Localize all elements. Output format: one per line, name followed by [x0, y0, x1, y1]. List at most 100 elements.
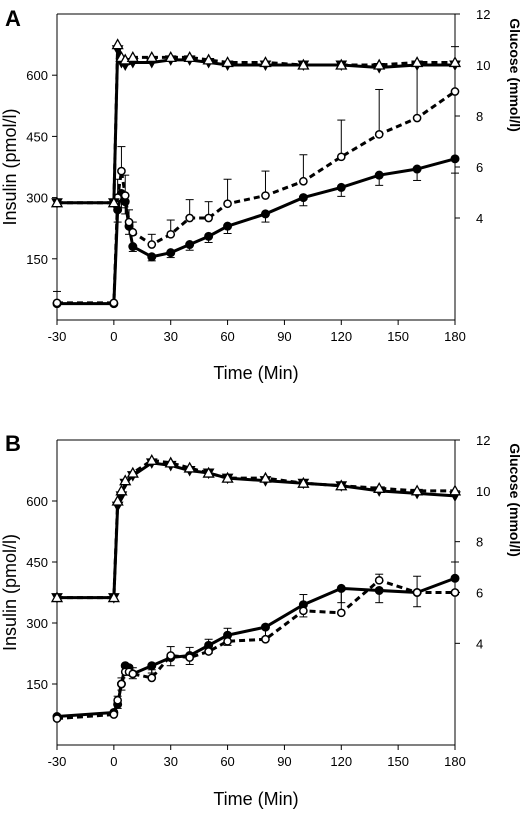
y-axis-label-left: Insulin (pmol/l) — [0, 534, 20, 651]
data-point-open-circle — [412, 113, 422, 123]
y-tick-label-left: 300 — [26, 191, 48, 206]
panel-b: B -30 0 30 60 90 120 150 180 150 300 450 600 4 6 8 10 12 T… — [0, 431, 520, 809]
x-axis-label: Time (Min) — [213, 789, 298, 809]
data-point-filled-circle — [185, 240, 195, 250]
data-point-open-triangle — [126, 51, 139, 62]
data-point-open-triangle — [202, 466, 215, 478]
data-point-open-circle — [120, 191, 130, 200]
y-tick-label-right: 10 — [476, 58, 490, 73]
data-point-open-triangle — [259, 471, 272, 483]
data-point-open-circle — [450, 588, 460, 597]
y-axis-label-right: Glucose (mmol/l) — [507, 443, 520, 557]
panel-letter: A — [5, 6, 21, 31]
data-point-open-triangle — [410, 484, 424, 496]
data-point-open-triangle — [448, 484, 462, 496]
data-point-open-triangle — [126, 466, 139, 478]
x-tick-label: 120 — [330, 329, 352, 344]
y-tick-label-left: 300 — [26, 616, 48, 631]
data-point-open-circle — [128, 227, 138, 237]
panel-a: A -30 0 30 60 90 120 150 180 150 300 450 600 4 6 8 10 12 T… — [0, 6, 520, 383]
y-tick-label-right: 6 — [476, 160, 483, 175]
data-point-open-circle — [117, 679, 126, 689]
x-tick-label: 120 — [330, 754, 352, 769]
data-point-filled-circle — [298, 193, 308, 203]
y-tick-label-right: 4 — [476, 636, 483, 651]
x-tick-label: 60 — [220, 754, 234, 769]
y-tick-label-left: 600 — [26, 68, 48, 83]
data-point-open-triangle — [448, 56, 462, 68]
y-tick-label-right: 8 — [476, 535, 483, 550]
data-point-open-circle — [124, 217, 134, 227]
data-point-open-circle — [52, 714, 62, 723]
data-point-filled-circle — [223, 221, 233, 231]
data-point-filled-circle — [412, 164, 422, 174]
data-point-filled-circle — [128, 242, 138, 252]
data-point-open-circle — [128, 669, 138, 679]
x-tick-label: -30 — [48, 329, 67, 344]
y-axis-label-left: Insulin (pmol/l) — [0, 108, 20, 225]
y-tick-label-left: 600 — [26, 494, 48, 509]
series-line — [57, 44, 455, 205]
y-tick-label-left: 150 — [26, 252, 48, 267]
y-tick-label-right: 6 — [476, 586, 483, 601]
y-tick-label-right: 12 — [476, 433, 490, 448]
data-point-open-circle — [185, 213, 195, 223]
data-point-open-circle — [185, 653, 195, 662]
data-point-filled-circle — [336, 182, 346, 192]
data-point-open-circle — [223, 199, 232, 209]
data-point-open-circle — [261, 191, 270, 200]
data-point-open-circle — [109, 298, 119, 308]
x-tick-label: 90 — [277, 329, 291, 344]
data-point-open-circle — [223, 636, 232, 646]
data-point-open-triangle — [373, 58, 386, 70]
data-point-filled-circle — [260, 209, 270, 219]
series-line — [57, 157, 456, 306]
series-filled-circle — [52, 154, 460, 309]
series-open-circle — [52, 46, 460, 308]
data-point-filled-circle — [147, 252, 157, 262]
data-point-open-circle — [109, 710, 119, 719]
data-point-open-triangle — [221, 471, 234, 483]
data-point-filled-circle — [204, 231, 214, 241]
data-point-filled-circle — [374, 170, 384, 180]
data-point-filled-circle — [450, 154, 460, 164]
y-tick-label-right: 12 — [476, 7, 490, 22]
y-tick-label-right: 4 — [476, 211, 483, 226]
y-tick-label-right: 10 — [476, 484, 490, 499]
data-point-open-circle — [412, 588, 422, 597]
data-point-open-triangle — [50, 196, 64, 208]
y-tick-label-left: 450 — [26, 129, 48, 144]
data-point-open-triangle — [259, 56, 272, 68]
data-point-open-triangle — [164, 51, 177, 62]
data-point-open-circle — [336, 608, 346, 618]
y-tick-label-right: 8 — [476, 109, 483, 124]
x-tick-label: -30 — [48, 754, 67, 769]
series-open-circle — [52, 561, 460, 723]
data-point-open-triangle — [183, 461, 196, 473]
data-point-open-circle — [52, 298, 62, 308]
series-open-triangle — [50, 453, 462, 603]
data-point-open-circle — [374, 575, 384, 585]
x-tick-label: 90 — [277, 754, 291, 769]
x-tick-label: 60 — [220, 329, 234, 344]
data-point-open-triangle — [111, 494, 124, 506]
data-point-filled-circle — [147, 661, 157, 671]
data-point-open-triangle — [183, 51, 196, 62]
x-tick-label: 0 — [110, 754, 117, 769]
data-point-filled-circle — [166, 248, 176, 258]
x-tick-label: 150 — [387, 754, 409, 769]
data-point-open-circle — [336, 152, 346, 162]
data-point-open-triangle — [145, 51, 158, 62]
data-point-open-triangle — [145, 453, 158, 465]
data-point-open-triangle — [107, 591, 120, 603]
data-point-open-triangle — [297, 58, 310, 70]
data-point-open-triangle — [297, 476, 310, 488]
data-point-open-triangle — [119, 474, 132, 486]
data-point-open-triangle — [410, 56, 424, 68]
data-point-open-triangle — [202, 53, 215, 65]
data-point-open-triangle — [107, 196, 120, 208]
data-point-open-triangle — [373, 481, 386, 493]
y-axis-label-right: Glucose (mmol/l) — [507, 18, 520, 132]
data-point-open-circle — [166, 651, 176, 660]
